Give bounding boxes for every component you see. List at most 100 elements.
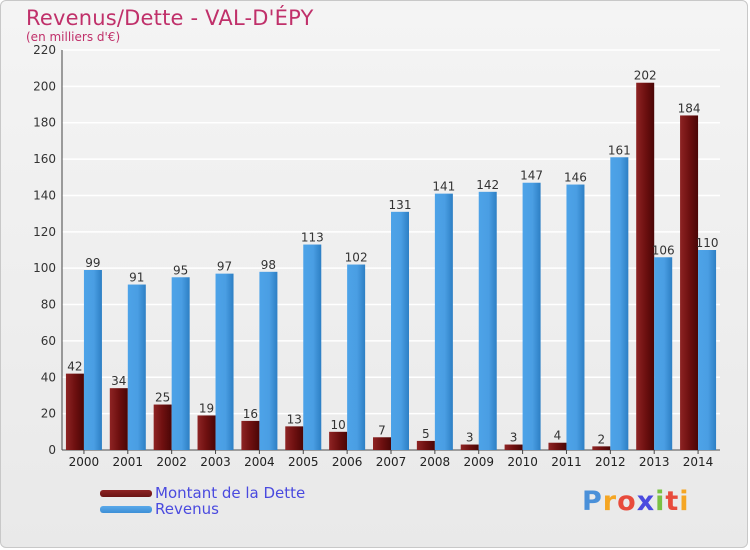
bar-dette xyxy=(373,437,391,450)
logo-letter: o xyxy=(617,486,637,517)
y-tick-label: 220 xyxy=(33,43,56,57)
x-tick-label: 2006 xyxy=(332,455,363,469)
y-tick-label: 180 xyxy=(33,116,56,130)
x-tick-label: 2008 xyxy=(420,455,451,469)
y-tick-label: 0 xyxy=(48,443,56,457)
bar-revenus xyxy=(610,157,629,451)
bar-dette xyxy=(153,404,172,450)
data-label-revenus: 147 xyxy=(520,169,543,183)
y-tick-label: 140 xyxy=(33,188,56,202)
data-label-dette: 19 xyxy=(199,401,214,415)
logo-letter: i xyxy=(655,486,666,517)
data-label-revenus: 146 xyxy=(564,171,587,185)
data-label-dette: 42 xyxy=(67,360,82,374)
x-tick-label: 2005 xyxy=(288,455,319,469)
data-label-revenus: 98 xyxy=(261,258,276,272)
x-tick-label: 2014 xyxy=(683,455,714,469)
data-label-revenus: 106 xyxy=(652,243,675,257)
data-label-dette: 7 xyxy=(378,423,386,437)
y-tick-label: 120 xyxy=(33,225,56,239)
data-label-dette: 10 xyxy=(330,418,345,432)
data-label-revenus: 113 xyxy=(301,231,324,245)
x-tick-label: 2012 xyxy=(595,455,626,469)
legend-label-dette: Montant de la Dette xyxy=(155,484,306,502)
data-label-revenus: 102 xyxy=(345,251,368,265)
bar-dette xyxy=(329,431,348,450)
data-label-revenus: 131 xyxy=(389,198,412,212)
data-label-revenus: 141 xyxy=(432,180,455,194)
bar-revenus xyxy=(215,273,234,450)
y-tick-label: 200 xyxy=(33,79,56,93)
y-tick-label: 40 xyxy=(41,370,56,384)
y-tick-label: 20 xyxy=(41,407,56,421)
bar-dette xyxy=(548,442,567,450)
chart-title: Revenus/Dette - VAL-D'ÉPY xyxy=(26,6,314,30)
bar-revenus xyxy=(522,182,541,450)
logo-letter: P xyxy=(582,486,603,517)
logo-letter: i xyxy=(679,486,690,517)
x-tick-label: 2009 xyxy=(463,455,494,469)
x-tick-label: 2010 xyxy=(507,455,538,469)
bar-revenus xyxy=(347,264,366,450)
data-label-dette: 2 xyxy=(598,432,606,446)
bar-revenus xyxy=(478,191,497,450)
chart-subtitle: (en milliers d'€) xyxy=(26,30,121,44)
data-label-dette: 34 xyxy=(111,374,126,388)
bar-dette xyxy=(592,446,611,450)
data-label-dette: 4 xyxy=(554,429,562,443)
data-label-revenus: 110 xyxy=(696,236,719,250)
logo-letter: x xyxy=(636,486,656,517)
data-label-revenus: 99 xyxy=(85,256,100,270)
data-label-dette: 184 xyxy=(678,101,701,115)
x-tick-label: 2013 xyxy=(639,455,670,469)
legend-swatch-dette xyxy=(100,490,152,497)
data-label-revenus: 142 xyxy=(476,178,499,192)
bar-revenus xyxy=(654,257,673,450)
bar-dette xyxy=(460,444,479,450)
bar-dette xyxy=(285,426,304,450)
x-tick-label: 2004 xyxy=(244,455,275,469)
bar-dette xyxy=(241,420,260,450)
bar-revenus xyxy=(391,211,409,450)
bar-dette xyxy=(680,115,699,451)
data-label-dette: 25 xyxy=(155,391,170,405)
logo-letter: r xyxy=(602,486,618,517)
data-label-dette: 13 xyxy=(287,412,302,426)
bar-dette xyxy=(65,373,84,450)
data-label-revenus: 91 xyxy=(129,271,144,285)
x-tick-label: 2007 xyxy=(376,455,407,469)
bar-revenus xyxy=(127,284,146,450)
bar-revenus xyxy=(259,271,278,450)
data-label-dette: 3 xyxy=(510,431,518,445)
y-tick-label: 60 xyxy=(41,334,56,348)
bar-dette xyxy=(504,444,523,450)
data-label-revenus: 95 xyxy=(173,263,188,277)
data-label-dette: 3 xyxy=(466,431,474,445)
proxiti-logo: Proxiti xyxy=(582,486,690,517)
logo-letter: t xyxy=(665,486,680,517)
data-label-revenus: 97 xyxy=(217,260,232,274)
bar-revenus xyxy=(303,244,322,450)
x-tick-label: 2000 xyxy=(69,455,100,469)
bar-dette xyxy=(109,388,128,450)
y-tick-label: 80 xyxy=(41,298,56,312)
x-tick-label: 2002 xyxy=(156,455,187,469)
bar-dette xyxy=(416,440,435,450)
x-tick-label: 2001 xyxy=(113,455,144,469)
data-label-revenus: 161 xyxy=(608,143,631,157)
bar-revenus xyxy=(698,250,717,450)
y-tick-label: 100 xyxy=(33,261,56,275)
y-tick-label: 160 xyxy=(33,152,56,166)
bar-revenus xyxy=(83,270,102,450)
x-tick-label: 2003 xyxy=(200,455,231,469)
legend-label-revenus: Revenus xyxy=(155,500,219,518)
data-label-dette: 16 xyxy=(243,407,258,421)
data-label-dette: 202 xyxy=(634,69,657,83)
bar-dette xyxy=(197,415,216,450)
bar-revenus xyxy=(171,277,190,450)
bar-revenus xyxy=(566,184,585,450)
legend-swatch-revenus xyxy=(100,506,152,513)
bar-dette xyxy=(636,82,655,451)
bar-revenus xyxy=(434,193,453,451)
